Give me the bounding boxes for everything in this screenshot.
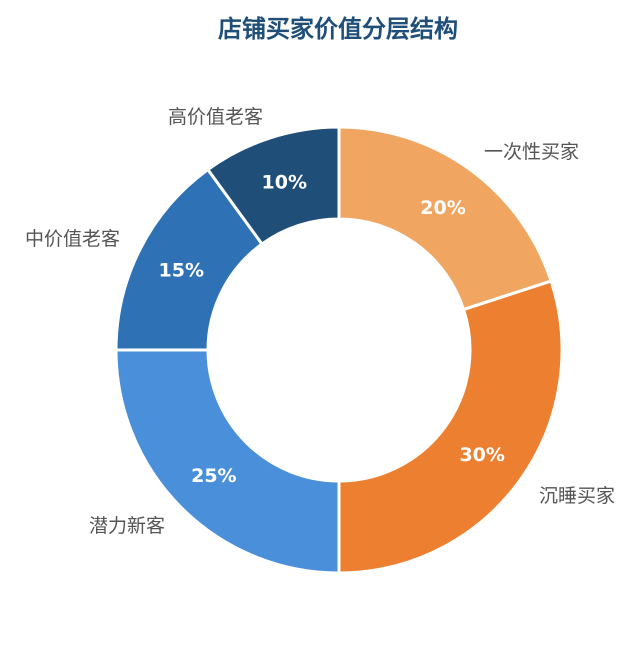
percent-label-3: 25% — [191, 465, 236, 487]
percent-label-4: 15% — [159, 260, 204, 282]
category-label-2: 沉睡买家 — [539, 485, 615, 507]
category-label-5: 高价值老客 — [168, 106, 263, 128]
percent-label-2: 30% — [459, 444, 504, 466]
donut-slice-2 — [337, 279, 564, 575]
percent-label-1: 20% — [420, 197, 465, 219]
donut-slice-3 — [114, 348, 341, 575]
chart-title: 店铺买家价值分层结构 — [218, 15, 458, 43]
percent-label-5: 10% — [262, 172, 307, 194]
category-label-4: 中价值老客 — [25, 228, 120, 250]
category-label-3: 潜力新客 — [89, 515, 165, 537]
slices-group — [114, 125, 564, 575]
donut-slice-1 — [337, 125, 553, 312]
category-label-1: 一次性买家 — [484, 141, 579, 163]
percent-labels-group: 20% 30% 25% 15% 10% — [159, 172, 505, 487]
donut-slice-5 — [205, 125, 341, 247]
